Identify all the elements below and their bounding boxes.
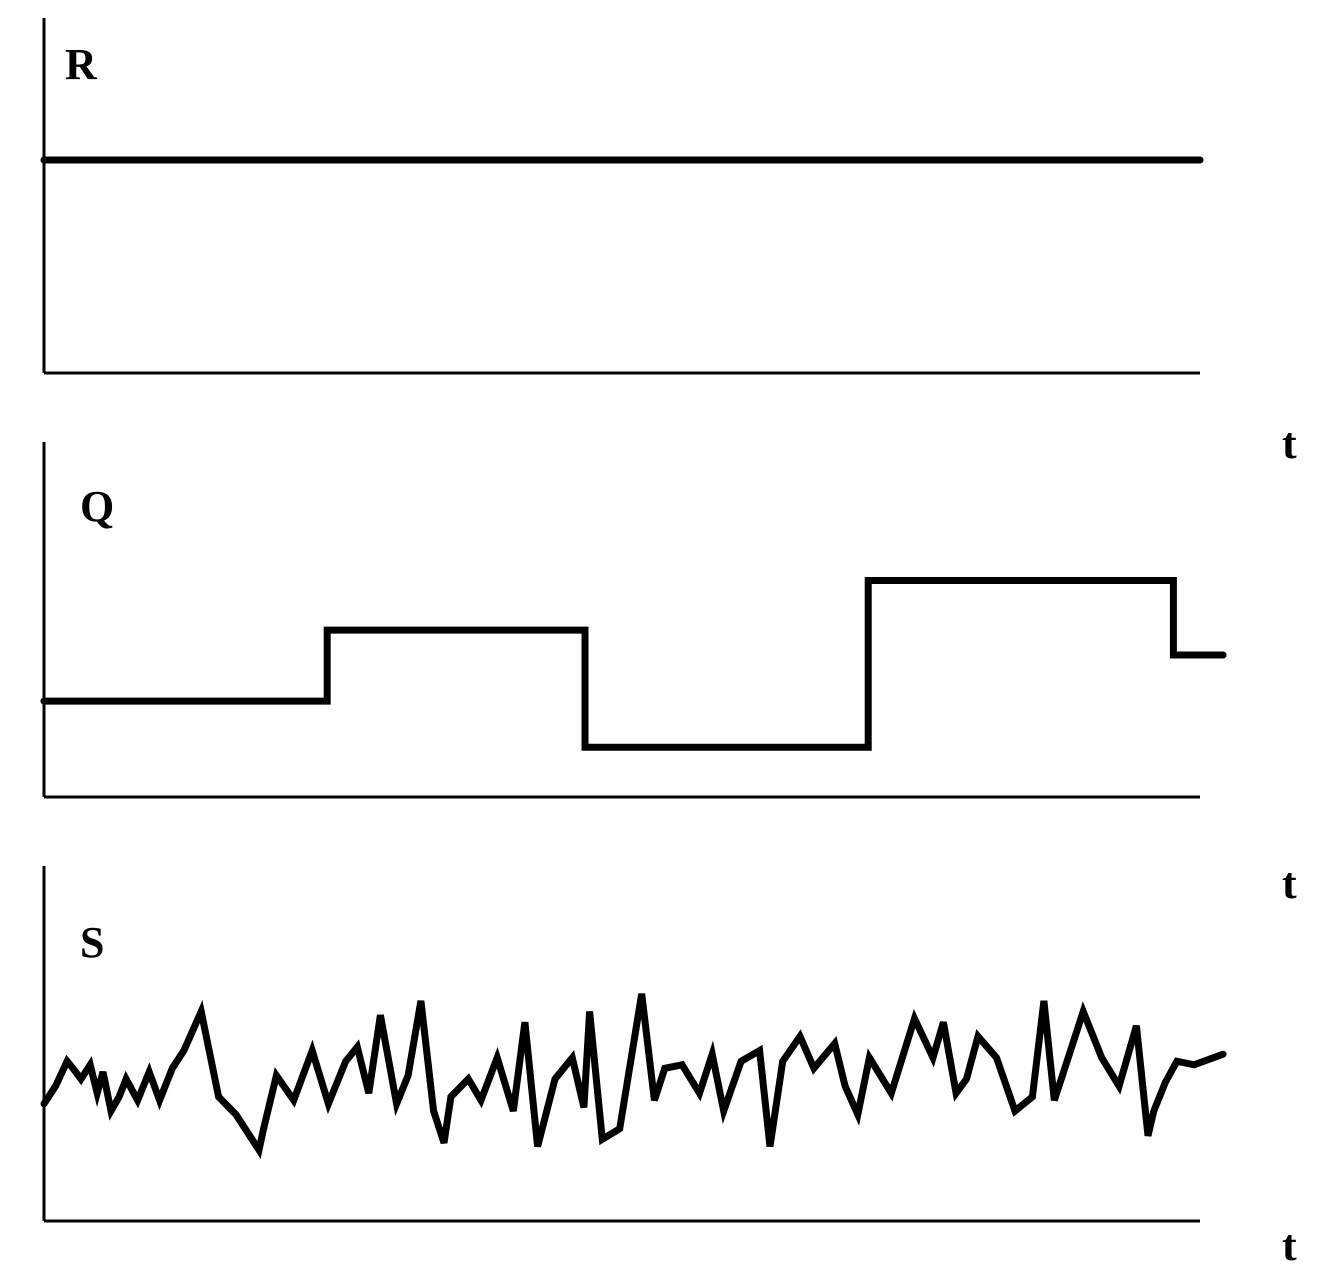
panel-q-series-line bbox=[40, 577, 1227, 751]
panel-s-series-line bbox=[40, 993, 1227, 1159]
panel-s-y-label: S bbox=[80, 918, 104, 967]
panel-q-y-label: Q bbox=[80, 482, 114, 531]
panel-r: R t bbox=[40, 18, 1297, 468]
panel-s-x-label: t bbox=[1282, 1221, 1297, 1270]
panel-r-x-label: t bbox=[1282, 419, 1297, 468]
panel-s: S t bbox=[40, 866, 1297, 1270]
panel-q: Q t bbox=[40, 442, 1297, 908]
panel-q-x-label: t bbox=[1282, 859, 1297, 908]
panel-r-y-label: R bbox=[65, 40, 98, 89]
